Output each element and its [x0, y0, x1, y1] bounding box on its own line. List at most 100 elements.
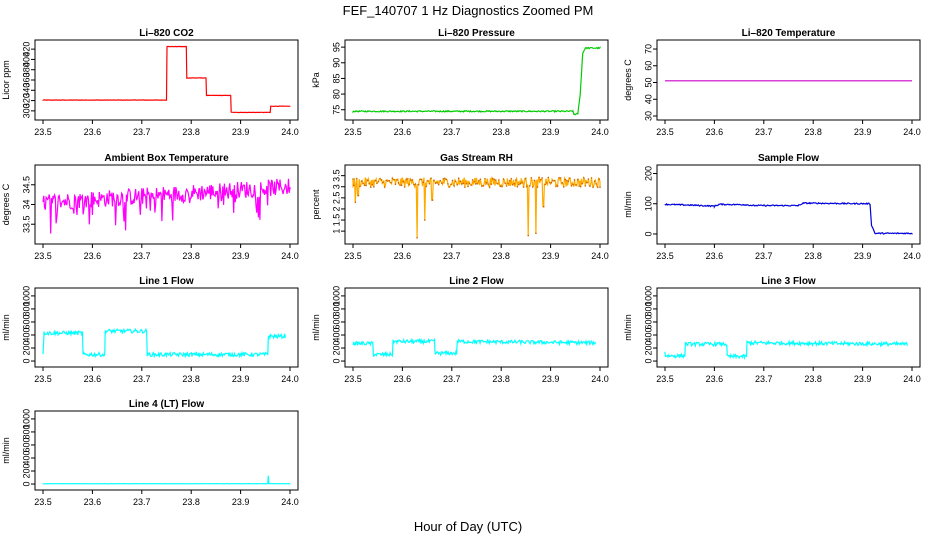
- series-point-rh: [555, 185, 557, 187]
- ylabel-line4: ml/min: [1, 437, 11, 464]
- plot-frame-temperature: [656, 39, 921, 121]
- ylabel-line1: ml/min: [1, 314, 11, 341]
- ytick-label-line1: 400: [21, 327, 31, 342]
- ytick-label-co2: 400: [21, 52, 31, 67]
- series-point-rh: [501, 185, 503, 188]
- xtick-label-pressure: 23.6: [394, 127, 412, 137]
- panel-co2: Li–820 CO2 Licor ppm 300320340360380400420…: [1, 28, 299, 137]
- ytick-label-line2: 0: [331, 359, 341, 364]
- series-point-rh: [376, 182, 378, 185]
- series-point-rh: [440, 182, 443, 185]
- panel-title-line4: Line 4 (LT) Flow: [129, 399, 205, 410]
- ylabel-sample: ml/min: [623, 191, 633, 218]
- series-point-rh: [575, 184, 577, 186]
- xtick-label-co2: 24.0: [281, 127, 299, 137]
- series-point-rh: [485, 182, 488, 184]
- series-point-rh: [371, 184, 374, 186]
- series-point-rh: [530, 176, 533, 179]
- ytick-label-rh: 1: [331, 229, 341, 234]
- series-point-rh: [559, 177, 562, 179]
- ytick-label-line4: 1000: [21, 409, 31, 429]
- series-point-rh: [422, 181, 425, 184]
- plot-frame-line4: [34, 410, 299, 491]
- ytick-label-sample: 200: [643, 166, 653, 181]
- series-point-rh: [533, 179, 536, 182]
- panel-sample: Sample Flow ml/min 0 100 200 23.5 23.6 23.7 23.8…: [623, 153, 921, 261]
- series-line-pressure: [352, 46, 601, 116]
- xtick-label-ambient: 23.5: [34, 251, 52, 261]
- series-point-rh: [410, 179, 412, 181]
- series-point-rh: [566, 179, 568, 182]
- xtick-label-pressure: 23.7: [443, 127, 461, 137]
- series-point-rh: [453, 185, 455, 187]
- series-point-rh: [528, 185, 531, 187]
- xtick-label-co2: 23.6: [84, 127, 102, 137]
- ytick-label-line3: 400: [643, 327, 653, 342]
- series-point-rh: [544, 183, 546, 186]
- series-point-rh: [359, 185, 361, 188]
- series-line-ambient: [42, 178, 291, 234]
- ytick-label-pressure: 80: [331, 89, 341, 99]
- series-point-rh: [416, 236, 418, 239]
- series-point-rh: [352, 184, 355, 187]
- series-point-rh: [467, 185, 469, 188]
- series-point-rh: [553, 179, 556, 182]
- series-point-rh: [414, 183, 417, 185]
- ytick-label-co2: 420: [21, 42, 31, 57]
- xtick-label-line4: 24.0: [281, 497, 299, 507]
- ytick-label-pressure: 85: [331, 73, 341, 83]
- series-point-rh: [447, 183, 449, 185]
- series-point-rh: [561, 182, 563, 184]
- ytick-label-line4: 0: [21, 482, 31, 487]
- series-point-rh: [433, 179, 435, 182]
- series-point-rh: [589, 185, 591, 187]
- ytick-label-co2: 360: [21, 72, 31, 87]
- series-point-rh: [405, 178, 408, 180]
- series-point-rh: [569, 177, 571, 179]
- series-point-rh: [556, 185, 559, 187]
- series-point-rh: [459, 180, 462, 182]
- series-point-rh: [478, 179, 480, 182]
- series-point-rh: [552, 179, 554, 182]
- series-line-rh: [352, 175, 601, 238]
- series-point-rh: [454, 180, 457, 183]
- xtick-label-rh: 23.7: [443, 251, 461, 261]
- series-point-rh: [474, 183, 477, 185]
- series-point-rh: [385, 179, 387, 182]
- ylabel-line3: ml/min: [623, 314, 633, 341]
- series-point-rh: [482, 185, 485, 187]
- ytick-label-line3: 600: [643, 314, 653, 329]
- series-point-rh: [457, 177, 460, 180]
- xtick-label-co2: 23.8: [182, 127, 200, 137]
- series-point-rh: [377, 180, 380, 183]
- series-point-rh: [527, 234, 530, 237]
- xtick-label-line1: 23.6: [84, 374, 102, 384]
- plot-frame-pressure: [344, 39, 609, 121]
- xtick-label-line4: 23.5: [34, 497, 52, 507]
- panel-rh: Gas Stream RH percent 1 1.5 22.5 3 3.5 23.5 23.6…: [311, 153, 609, 261]
- series-point-rh: [487, 183, 489, 185]
- xtick-label-line3: 23.8: [804, 374, 822, 384]
- panel-title-line2: Line 2 Flow: [449, 276, 504, 287]
- series-point-rh: [502, 178, 505, 180]
- series-point-rh: [570, 185, 573, 187]
- xtick-label-sample: 23.5: [656, 251, 674, 261]
- series-point-rh: [356, 177, 358, 180]
- series-line-line2: [352, 337, 596, 358]
- series-point-rh: [567, 180, 570, 183]
- series-point-rh: [403, 186, 406, 188]
- ytick-label-line3: 0: [643, 359, 653, 364]
- series-point-rh: [522, 186, 525, 188]
- series-line-line3: [664, 339, 908, 361]
- series-point-rh: [586, 181, 588, 184]
- series-point-rh: [519, 182, 522, 185]
- series-point-rh: [549, 181, 551, 184]
- ytick-label-line1: 800: [21, 301, 31, 316]
- series-point-rh: [470, 184, 472, 186]
- series-point-rh: [582, 176, 585, 179]
- ytick-label-rh: 2: [331, 206, 341, 211]
- series-point-rh: [354, 201, 357, 204]
- series-point-rh: [400, 184, 403, 187]
